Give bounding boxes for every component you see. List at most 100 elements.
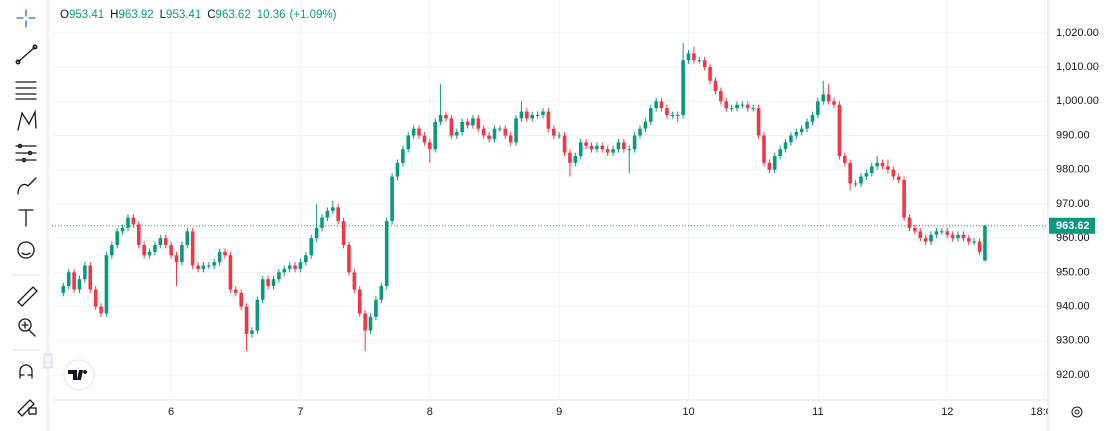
candle-body (578, 142, 583, 157)
candle-body (670, 114, 675, 116)
candle-body (508, 135, 513, 143)
candle-body (115, 231, 120, 245)
settings-icon[interactable] (1071, 406, 1083, 418)
x-tick-label: 9 (556, 406, 562, 418)
candle-body (196, 265, 200, 269)
candle-body (277, 272, 281, 280)
candle-body (244, 306, 249, 334)
pattern-tool[interactable] (17, 109, 37, 131)
candle-body (837, 104, 842, 157)
trend-line-tool[interactable] (15, 44, 38, 65)
x-tick-label: 12 (941, 406, 953, 418)
candle-body (314, 227, 319, 239)
y-tick-label: 970.00 (1056, 198, 1090, 210)
candle-body (557, 135, 561, 137)
candle-body (287, 265, 292, 269)
candle-body (174, 255, 179, 263)
candle-body (681, 60, 685, 115)
candle-body (799, 128, 804, 133)
candle-body (745, 104, 750, 109)
candle-body (966, 238, 971, 242)
candle-body (724, 101, 729, 109)
candle-body (395, 162, 400, 177)
candle-body (832, 101, 836, 105)
candle-body (471, 118, 475, 126)
candle-body (481, 128, 486, 136)
candle-body (891, 169, 896, 177)
x-tick-label: 7 (297, 406, 303, 418)
fib-tool[interactable] (15, 81, 37, 100)
candle-body (525, 111, 529, 119)
y-tick-label: 990.00 (1056, 129, 1090, 141)
candle-body (422, 135, 427, 143)
candle-body (487, 135, 491, 139)
candle-body (476, 118, 481, 129)
candle-body (573, 156, 578, 163)
x-axis: 6 7 8 9 10 11 12 18:00 (52, 399, 1058, 418)
candle-body (330, 207, 335, 211)
candle-body (417, 128, 421, 136)
candle-body (826, 94, 831, 102)
candle-body (972, 241, 976, 243)
lock-draw-tool[interactable] (17, 399, 37, 417)
brush-tool[interactable] (17, 177, 37, 195)
candle-body (255, 299, 260, 331)
logo (63, 359, 95, 391)
candle-body (686, 53, 691, 61)
candle-body (783, 142, 788, 150)
candle-body (460, 121, 464, 133)
candle-body (848, 162, 853, 184)
candle-body (449, 118, 454, 136)
candle-body (304, 255, 308, 263)
candle-body (530, 114, 535, 119)
y-tick-label: 980.00 (1056, 164, 1090, 176)
x-tick-label: 10 (682, 406, 694, 418)
candle-body (309, 238, 314, 256)
y-tick-label: 960.00 (1056, 232, 1090, 244)
candle-body (88, 265, 93, 290)
candle-body (503, 128, 508, 136)
candle-body (131, 217, 136, 225)
candle-body (428, 142, 432, 150)
candle-body (320, 217, 324, 228)
candle-body (492, 128, 497, 139)
candle-body (605, 149, 610, 153)
candle-body (282, 268, 287, 273)
candle-body (950, 234, 955, 239)
candle-body (379, 286, 384, 300)
candle-body (918, 231, 923, 239)
ohlc-key: O (60, 9, 69, 21)
ruler-tool[interactable] (17, 286, 38, 307)
candle-body (789, 135, 793, 143)
text-tool[interactable] (18, 209, 34, 227)
zoom-tool[interactable] (18, 318, 36, 337)
candle-body (735, 104, 739, 109)
candle-body (368, 316, 373, 331)
candle-body (498, 128, 502, 130)
candle-body (643, 121, 648, 129)
ohlc-key: H (110, 9, 118, 21)
candle-body (648, 108, 653, 122)
candle-body (185, 231, 190, 245)
candle-body (223, 251, 227, 256)
candle-body (568, 152, 572, 163)
magnet-tool[interactable] (19, 364, 33, 379)
crosshair-tool[interactable] (16, 9, 36, 28)
candle-body (384, 221, 389, 287)
y-tick-label: 920.00 (1056, 369, 1090, 381)
candle-body (61, 286, 66, 293)
candle-body (126, 217, 130, 228)
candle-body (762, 135, 766, 163)
candle-body (627, 149, 632, 151)
candle-body (180, 244, 184, 263)
candle-body (675, 114, 680, 116)
candle-body (589, 145, 594, 150)
candle-body (902, 179, 906, 218)
forecast-tool[interactable] (15, 143, 37, 163)
candle-body (713, 80, 718, 92)
candle-body (411, 128, 416, 136)
candle-body (929, 234, 933, 242)
candle-body (756, 108, 761, 136)
emoji-tool[interactable] (17, 241, 35, 259)
collapse-tab[interactable] (43, 353, 53, 369)
